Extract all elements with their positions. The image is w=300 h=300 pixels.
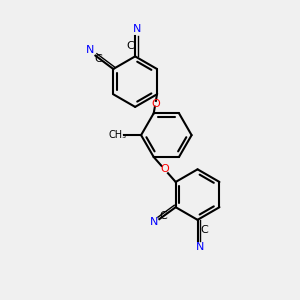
Text: C: C <box>159 211 167 220</box>
Text: N: N <box>133 24 142 34</box>
Text: C: C <box>94 54 102 64</box>
Text: O: O <box>160 164 169 175</box>
Text: C: C <box>200 225 208 235</box>
Text: N: N <box>86 45 94 55</box>
Text: CH₃: CH₃ <box>108 130 126 140</box>
Text: N: N <box>150 217 158 227</box>
Text: N: N <box>196 242 204 252</box>
Text: C: C <box>127 41 135 51</box>
Text: O: O <box>151 99 160 109</box>
